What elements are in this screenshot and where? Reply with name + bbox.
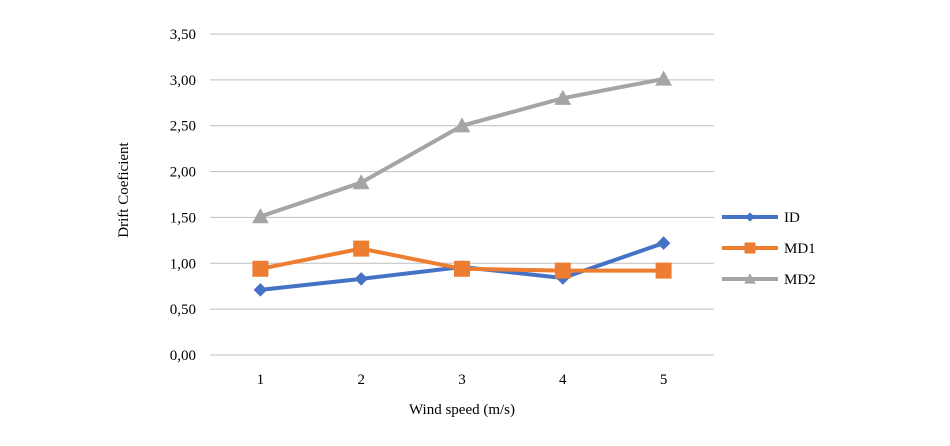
data-point-id bbox=[656, 236, 671, 250]
data-point-md1 bbox=[454, 260, 470, 277]
y-axis-title: Drift Coeficient bbox=[116, 141, 132, 237]
x-tick-label: 5 bbox=[660, 372, 668, 388]
y-tick-label: 2,00 bbox=[170, 165, 196, 181]
legend-item-id: ID bbox=[722, 210, 800, 226]
x-tick-label: 4 bbox=[559, 372, 567, 388]
legend-marker-md2 bbox=[744, 273, 756, 284]
data-point-md2 bbox=[252, 208, 269, 224]
data-point-md1 bbox=[655, 262, 672, 279]
y-tick-label: 3,00 bbox=[170, 73, 196, 89]
series-md1 bbox=[252, 240, 672, 279]
x-tick-label: 3 bbox=[458, 372, 466, 388]
legend-label-md2: MD2 bbox=[784, 272, 816, 288]
y-tick-label: 2,50 bbox=[170, 119, 196, 135]
legend: ID MD1 MD2 bbox=[722, 210, 816, 288]
y-tick-label: 1,00 bbox=[170, 256, 196, 272]
data-point-id bbox=[253, 283, 268, 297]
x-axis-ticks: 1 2 3 4 5 bbox=[257, 372, 668, 388]
data-point-md2 bbox=[352, 174, 370, 190]
x-tick-label: 1 bbox=[257, 372, 265, 388]
y-tick-label: 1,50 bbox=[170, 210, 196, 226]
legend-marker-md1 bbox=[744, 242, 756, 254]
data-point-md1 bbox=[353, 240, 370, 257]
series-line-md2 bbox=[258, 76, 666, 219]
data-point-id bbox=[354, 272, 368, 286]
x-tick-label: 2 bbox=[357, 372, 365, 388]
legend-label-id: ID bbox=[784, 210, 800, 226]
y-tick-label: 0,00 bbox=[170, 348, 196, 364]
legend-label-md1: MD1 bbox=[784, 241, 816, 257]
legend-item-md1: MD1 bbox=[722, 241, 816, 257]
y-tick-label: 3,50 bbox=[170, 27, 196, 43]
data-point-md1 bbox=[554, 262, 571, 279]
data-point-md1 bbox=[252, 260, 269, 277]
y-axis-ticks: 0,00 0,50 1,00 1,50 2,00 2,50 3,00 3,50 bbox=[170, 27, 196, 364]
y-tick-label: 0,50 bbox=[170, 302, 196, 318]
x-axis-title: Wind speed (m/s) bbox=[409, 402, 515, 418]
legend-marker-id bbox=[745, 212, 755, 222]
series-md2 bbox=[252, 70, 672, 224]
data-point-md2 bbox=[554, 89, 572, 105]
legend-item-md2: MD2 bbox=[722, 272, 816, 288]
data-point-md2 bbox=[655, 70, 672, 86]
data-point-md2 bbox=[453, 117, 471, 133]
data-series bbox=[252, 70, 672, 297]
